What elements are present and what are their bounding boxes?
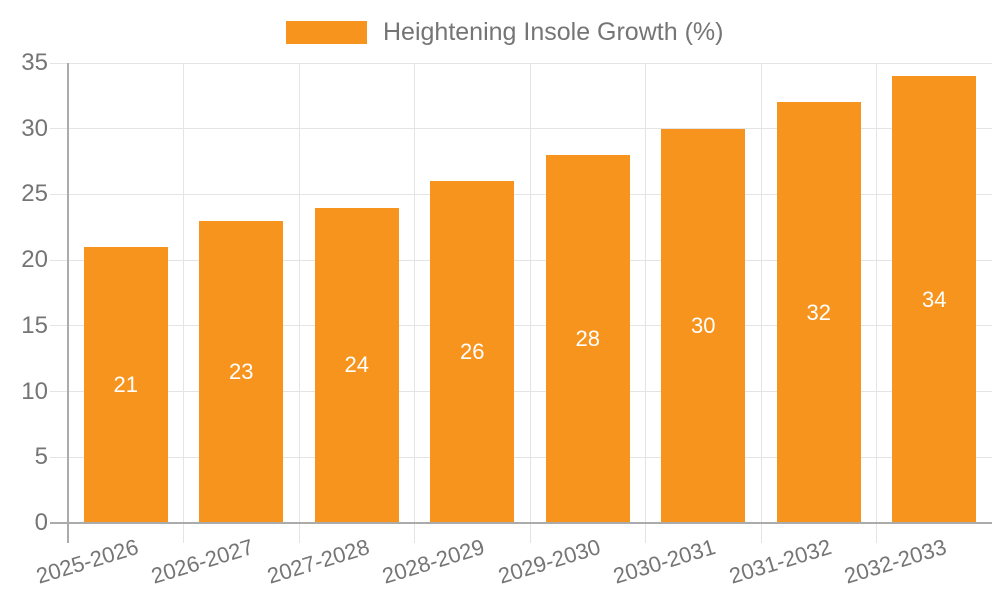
bar-value-label: 34 xyxy=(922,286,947,312)
legend: Heightening Insole Growth (%) xyxy=(286,18,723,47)
y-axis-tick-label: 0 xyxy=(34,509,48,536)
x-axis-tick-label: 2025-2026 xyxy=(32,534,141,589)
gridline-x xyxy=(760,63,762,543)
y-axis-tick-label: 15 xyxy=(21,311,48,339)
x-axis-tick-label: 2026-2027 xyxy=(148,534,257,589)
gridline-y-15 xyxy=(50,325,992,327)
x-axis-tick-label: 2027-2028 xyxy=(263,534,372,589)
bar-value-label: 24 xyxy=(344,352,369,378)
gridline-y-5 xyxy=(50,456,992,458)
gridline-x xyxy=(298,63,300,543)
bar-2032-2033 xyxy=(892,76,977,523)
bar-2031-2032 xyxy=(776,102,861,523)
gridline-x xyxy=(414,63,415,543)
gridline-y-25 xyxy=(50,193,992,195)
y-axis-tick-label: 5 xyxy=(34,443,48,471)
gridline-y-35 xyxy=(50,62,992,64)
bar-value-label: 30 xyxy=(691,312,716,338)
gridline-y-30 xyxy=(50,128,992,130)
x-axis-tick-label: 2029-2030 xyxy=(494,534,603,589)
gridline-x xyxy=(645,63,646,543)
y-axis-tick-label: 30 xyxy=(21,114,48,142)
bar-2029-2030 xyxy=(545,155,630,523)
bar-value-label: 21 xyxy=(113,372,138,397)
y-axis-tick-label: 10 xyxy=(21,377,48,405)
gridline-x xyxy=(183,63,184,543)
gridline-y-20 xyxy=(50,259,992,261)
bar-2025-2026 xyxy=(83,247,168,523)
x-axis-tick-label: 2028-2029 xyxy=(379,534,488,589)
x-axis-line xyxy=(50,522,992,524)
bar-value-label: 32 xyxy=(806,299,831,325)
bar-value-label: 26 xyxy=(460,339,485,365)
y-axis-line xyxy=(67,63,69,543)
bar-value-label: 23 xyxy=(229,358,254,384)
bar-2030-2031 xyxy=(661,128,746,523)
x-axis-tick-label: 2030-2031 xyxy=(610,534,719,589)
bar-2027-2028 xyxy=(314,207,399,523)
y-axis-tick-label: 35 xyxy=(21,49,48,76)
gridline-x xyxy=(876,63,877,543)
legend-swatch xyxy=(286,21,367,44)
x-axis-tick-label: 2032-2033 xyxy=(841,534,950,589)
bar-2026-2027 xyxy=(199,220,284,523)
y-axis-tick-label: 25 xyxy=(21,180,48,208)
gridline-y-10 xyxy=(50,391,992,393)
legend-label: Heightening Insole Growth (%) xyxy=(383,18,724,46)
bar-value-label: 28 xyxy=(575,326,600,351)
bar-2028-2029 xyxy=(430,181,515,523)
x-axis-tick-label: 2031-2032 xyxy=(725,534,834,589)
y-axis-tick-label: 20 xyxy=(21,246,48,274)
gridline-x xyxy=(529,63,531,543)
